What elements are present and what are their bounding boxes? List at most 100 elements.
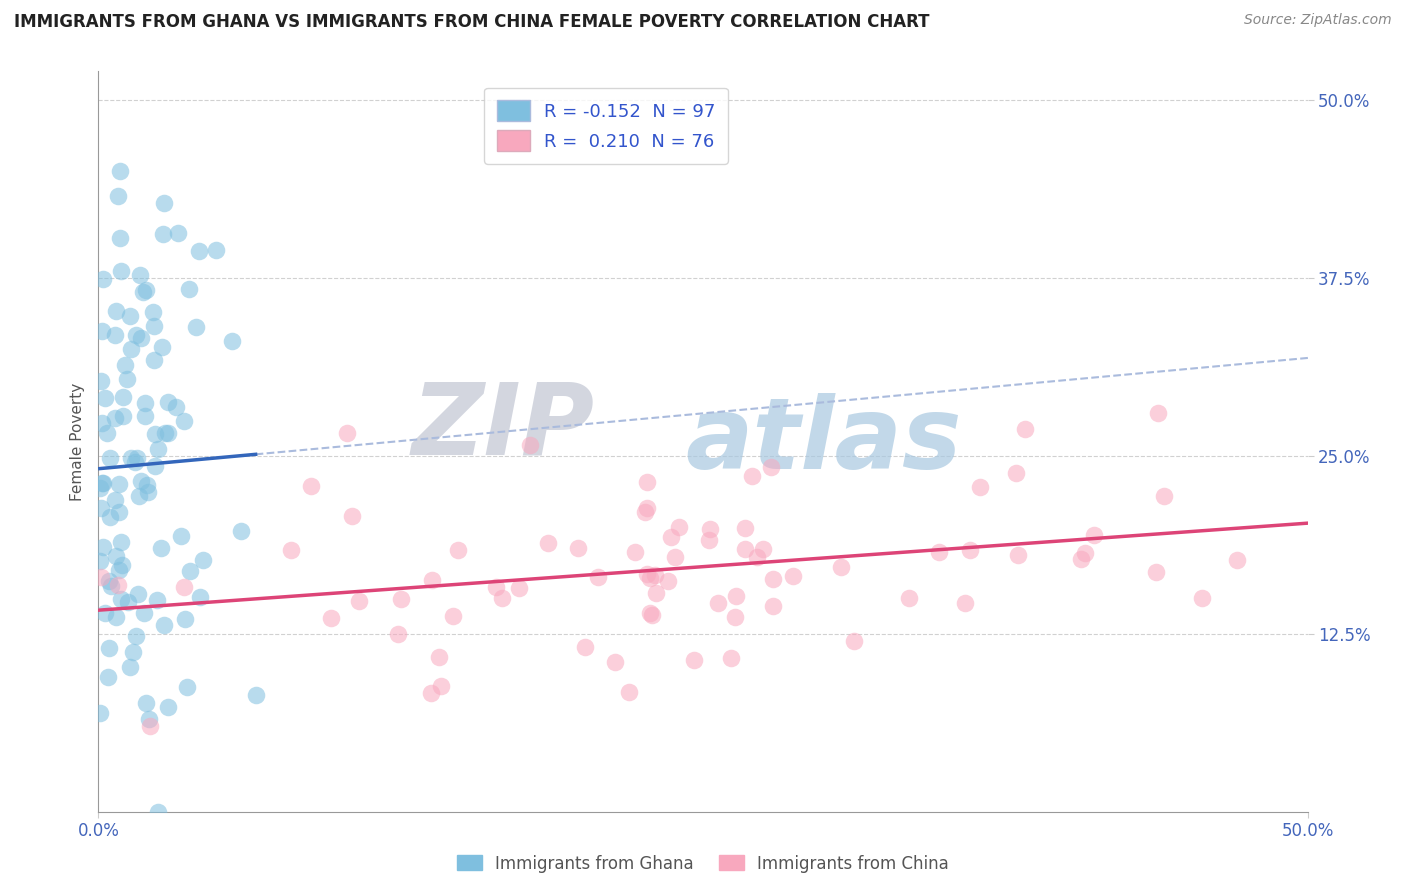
Point	[1014, 422, 1036, 436]
Point	[574, 640, 596, 655]
Point	[176, 680, 198, 694]
Point	[90, 374, 112, 388]
Point	[145, 593, 167, 607]
Point	[104, 492, 127, 507]
Point	[120, 343, 142, 357]
Point	[1153, 489, 1175, 503]
Point	[447, 542, 470, 557]
Point	[567, 541, 589, 555]
Point	[537, 535, 560, 549]
Point	[90, 501, 112, 516]
Point	[152, 195, 174, 210]
Point	[136, 484, 159, 499]
Point	[152, 227, 174, 241]
Point	[136, 478, 159, 492]
Point	[94, 606, 117, 620]
Point	[125, 628, 148, 642]
Point	[108, 505, 131, 519]
Point	[129, 474, 152, 488]
Point	[108, 231, 131, 245]
Point	[485, 580, 508, 594]
Point	[114, 358, 136, 372]
Point	[149, 541, 172, 555]
Point	[668, 520, 690, 534]
Point	[605, 655, 627, 669]
Point	[422, 573, 444, 587]
Point	[1146, 565, 1168, 579]
Point	[638, 571, 661, 585]
Point	[1070, 552, 1092, 566]
Point	[91, 272, 114, 286]
Point	[229, 524, 252, 538]
Point	[969, 480, 991, 494]
Point	[179, 282, 201, 296]
Point	[112, 409, 135, 423]
Point	[104, 411, 127, 425]
Point	[146, 805, 169, 819]
Point	[105, 610, 128, 624]
Point	[706, 596, 728, 610]
Point	[107, 578, 129, 592]
Point	[111, 390, 134, 404]
Point	[152, 618, 174, 632]
Point	[953, 596, 976, 610]
Point	[174, 612, 197, 626]
Point	[121, 645, 143, 659]
Point	[641, 608, 664, 623]
Point	[91, 476, 114, 491]
Point	[142, 305, 165, 319]
Point	[157, 395, 180, 409]
Point	[634, 505, 657, 519]
Point	[430, 679, 453, 693]
Text: Source: ZipAtlas.com: Source: ZipAtlas.com	[1244, 13, 1392, 28]
Point	[782, 569, 804, 583]
Point	[1083, 528, 1105, 542]
Point	[110, 592, 132, 607]
Point	[734, 541, 756, 556]
Point	[107, 189, 129, 203]
Point	[191, 553, 214, 567]
Point	[1226, 553, 1249, 567]
Point	[132, 606, 155, 620]
Point	[166, 400, 188, 414]
Point	[720, 651, 742, 665]
Point	[491, 591, 513, 605]
Point	[638, 606, 661, 620]
Point	[644, 586, 666, 600]
Point	[91, 416, 114, 430]
Point	[155, 425, 177, 440]
Point	[108, 164, 131, 178]
Text: ZIP: ZIP	[411, 378, 595, 475]
Point	[221, 334, 243, 348]
Point	[120, 309, 142, 323]
Point	[624, 545, 647, 559]
Point	[1007, 548, 1029, 562]
Point	[125, 327, 148, 342]
Point	[741, 468, 763, 483]
Point	[280, 542, 302, 557]
Point	[188, 244, 211, 259]
Point	[146, 442, 169, 456]
Point	[301, 479, 323, 493]
Point	[143, 426, 166, 441]
Point	[179, 564, 201, 578]
Y-axis label: Female Poverty: Female Poverty	[69, 383, 84, 500]
Point	[98, 574, 121, 588]
Point	[636, 475, 658, 490]
Point	[108, 563, 131, 577]
Point	[134, 409, 156, 423]
Point	[135, 696, 157, 710]
Point	[441, 609, 464, 624]
Text: atlas: atlas	[686, 393, 962, 490]
Point	[1005, 467, 1028, 481]
Point	[636, 566, 658, 581]
Point	[683, 653, 706, 667]
Point	[132, 285, 155, 299]
Point	[117, 594, 139, 608]
Point	[89, 706, 111, 721]
Point	[657, 574, 679, 588]
Point	[156, 699, 179, 714]
Point	[759, 459, 782, 474]
Point	[897, 591, 920, 605]
Point	[419, 686, 441, 700]
